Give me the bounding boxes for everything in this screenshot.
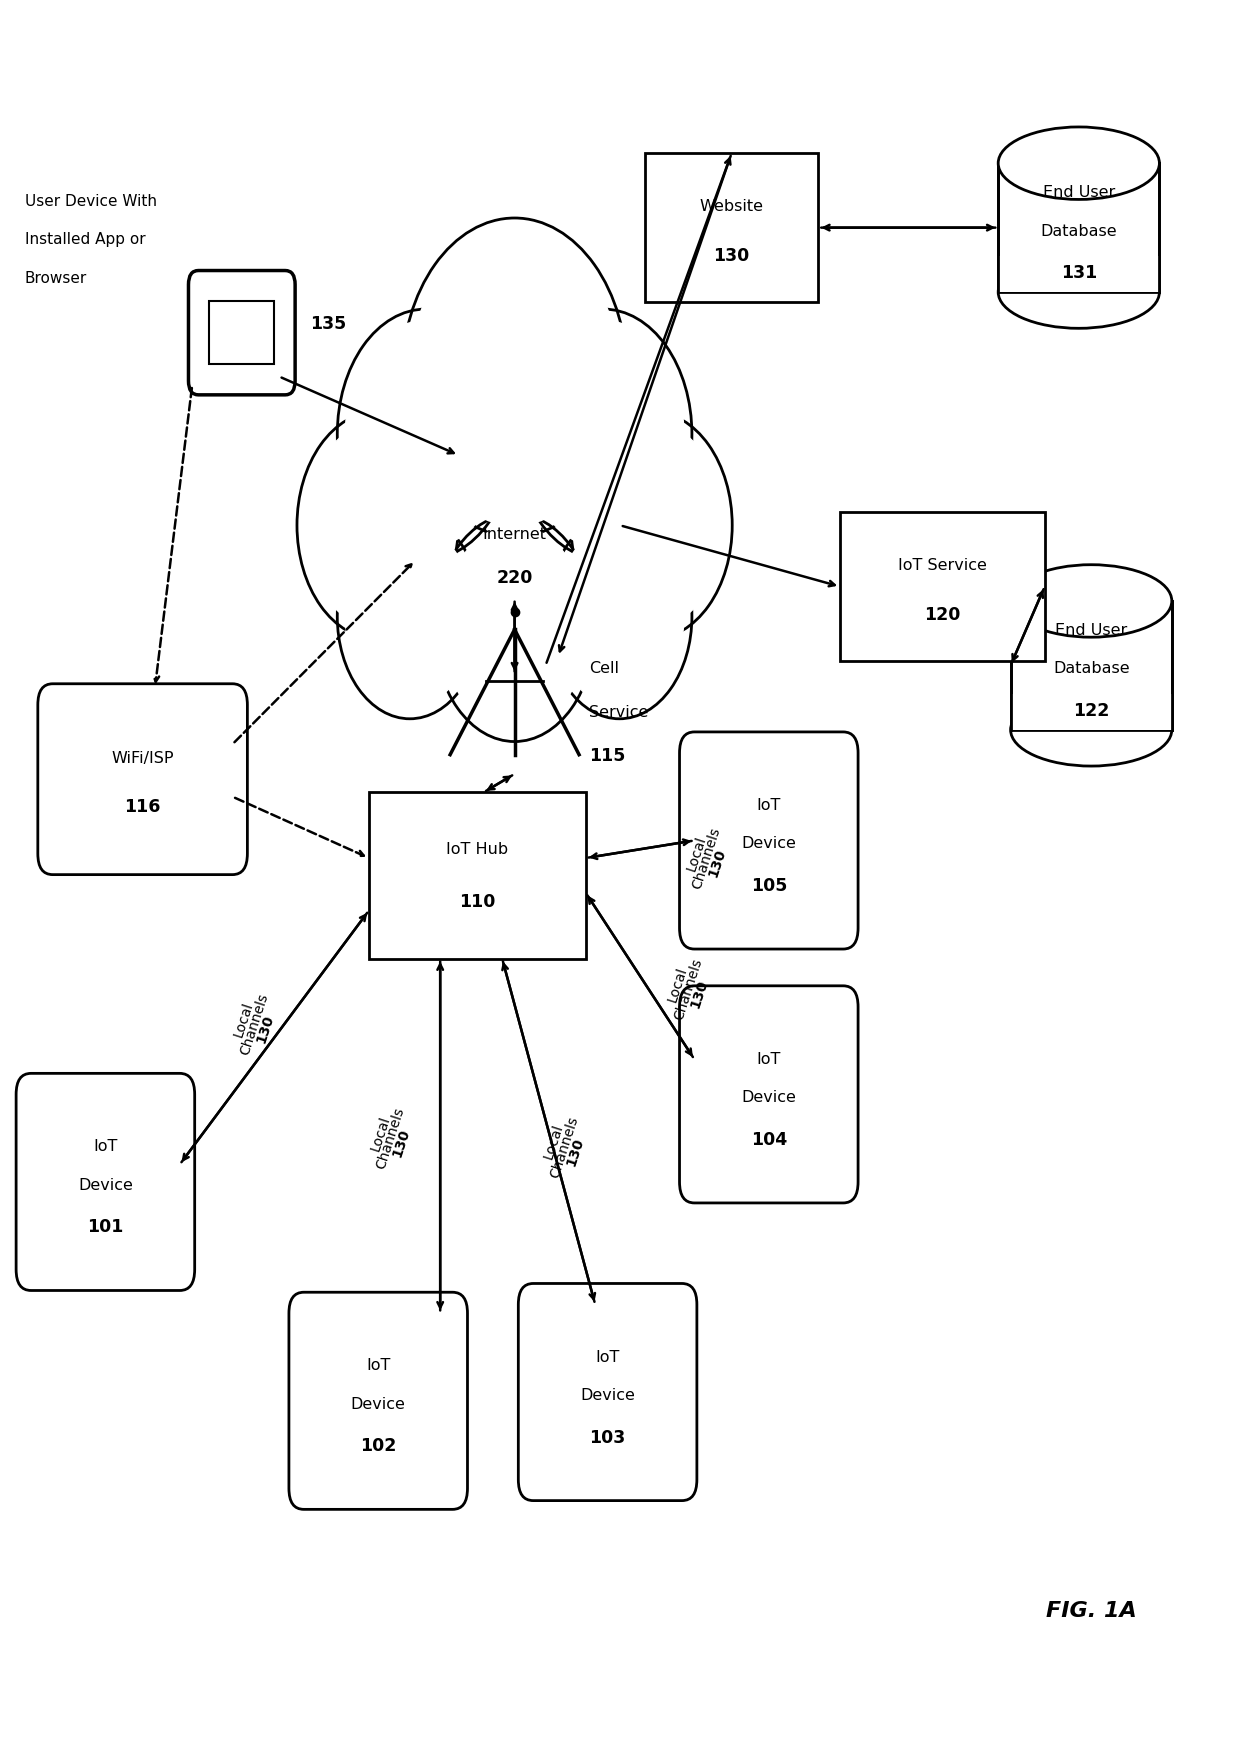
Text: Device: Device [351, 1397, 405, 1411]
FancyBboxPatch shape [16, 1073, 195, 1290]
Text: 220: 220 [496, 569, 533, 587]
FancyBboxPatch shape [1011, 601, 1172, 730]
FancyBboxPatch shape [680, 986, 858, 1203]
Circle shape [523, 320, 684, 548]
Circle shape [579, 424, 724, 629]
Circle shape [345, 525, 474, 707]
FancyBboxPatch shape [1011, 693, 1172, 730]
Text: Channels: Channels [374, 1105, 407, 1171]
Circle shape [570, 411, 732, 639]
Text: IoT Service: IoT Service [898, 559, 987, 573]
Text: WiFi/ISP: WiFi/ISP [112, 751, 174, 765]
Text: Browser: Browser [25, 271, 87, 285]
Text: 105: 105 [750, 877, 787, 895]
Circle shape [337, 308, 515, 560]
Text: 116: 116 [124, 798, 161, 816]
Text: Channels: Channels [548, 1114, 580, 1180]
Text: 115: 115 [589, 748, 625, 765]
Circle shape [443, 525, 588, 730]
Text: Local: Local [542, 1122, 565, 1161]
Text: 104: 104 [750, 1131, 787, 1149]
Text: Device: Device [580, 1389, 635, 1403]
Text: Local: Local [368, 1114, 392, 1152]
Circle shape [337, 515, 482, 720]
FancyBboxPatch shape [645, 154, 818, 303]
Text: Local: Local [684, 833, 708, 872]
Text: IoT: IoT [366, 1359, 391, 1373]
Text: IoT: IoT [595, 1350, 620, 1364]
Circle shape [402, 217, 627, 538]
Text: 101: 101 [87, 1219, 124, 1236]
Text: End User: End User [1043, 186, 1115, 200]
Text: 131: 131 [1060, 264, 1097, 282]
FancyBboxPatch shape [188, 270, 295, 396]
Circle shape [515, 308, 692, 560]
Text: Device: Device [742, 837, 796, 851]
Text: 135: 135 [310, 315, 346, 333]
FancyBboxPatch shape [518, 1283, 697, 1501]
Text: Device: Device [742, 1091, 796, 1105]
FancyBboxPatch shape [370, 791, 585, 960]
FancyBboxPatch shape [998, 163, 1159, 292]
Text: Internet: Internet [482, 527, 547, 541]
Text: IoT Hub: IoT Hub [446, 842, 508, 856]
FancyBboxPatch shape [680, 732, 858, 949]
Text: 130: 130 [688, 979, 711, 1010]
FancyBboxPatch shape [210, 301, 274, 364]
Text: 130: 130 [707, 847, 729, 879]
Text: 103: 103 [589, 1429, 626, 1446]
Circle shape [345, 320, 506, 548]
Ellipse shape [998, 128, 1159, 200]
Text: 120: 120 [924, 606, 961, 623]
Text: Database: Database [1053, 662, 1130, 676]
Text: 130: 130 [713, 247, 750, 264]
Text: Website: Website [699, 200, 764, 214]
Circle shape [434, 515, 595, 742]
Circle shape [296, 411, 459, 639]
Text: Channels: Channels [691, 825, 723, 891]
Text: Local: Local [666, 965, 689, 1003]
Ellipse shape [1011, 566, 1172, 637]
Text: Installed App or: Installed App or [25, 233, 145, 247]
Text: Device: Device [78, 1178, 133, 1192]
Text: End User: End User [1055, 623, 1127, 637]
Text: Channels: Channels [672, 956, 704, 1023]
Text: User Device With: User Device With [25, 194, 156, 208]
Ellipse shape [998, 256, 1159, 329]
Text: Channels: Channels [238, 991, 270, 1058]
FancyBboxPatch shape [998, 256, 1159, 292]
Text: 102: 102 [360, 1438, 397, 1455]
Text: Database: Database [1040, 224, 1117, 238]
Text: IoT: IoT [93, 1140, 118, 1154]
FancyBboxPatch shape [841, 511, 1044, 662]
Text: Local: Local [232, 1000, 255, 1038]
Text: 110: 110 [459, 893, 496, 911]
Circle shape [556, 525, 684, 707]
Circle shape [547, 515, 692, 720]
Text: 130: 130 [564, 1136, 587, 1168]
Text: Cell: Cell [589, 662, 619, 676]
Text: FIG. 1A: FIG. 1A [1045, 1600, 1137, 1621]
Circle shape [409, 229, 620, 525]
Text: 130: 130 [254, 1014, 277, 1045]
Ellipse shape [1011, 693, 1172, 767]
Text: Service: Service [589, 706, 649, 720]
Text: IoT: IoT [756, 1052, 781, 1066]
Circle shape [305, 424, 450, 629]
FancyBboxPatch shape [38, 683, 247, 874]
Text: 122: 122 [1073, 702, 1110, 720]
FancyBboxPatch shape [289, 1292, 467, 1509]
Text: IoT: IoT [756, 798, 781, 812]
Text: 130: 130 [391, 1128, 413, 1159]
